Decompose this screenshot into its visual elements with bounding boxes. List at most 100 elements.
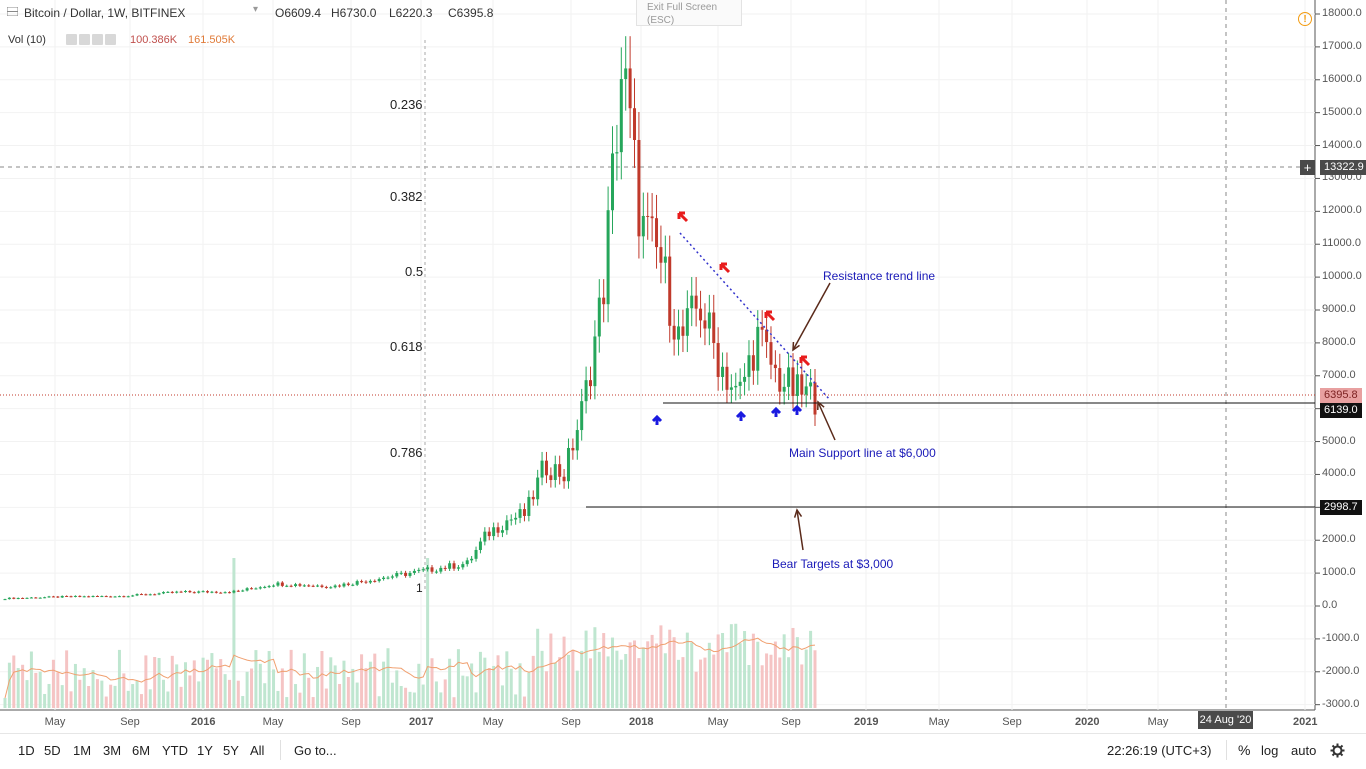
price-axis-label: -1000.0	[1322, 631, 1360, 644]
support-annotation[interactable]: Main Support line at $6,000	[789, 446, 936, 460]
settings-icon[interactable]	[79, 34, 90, 45]
candle-body	[25, 597, 29, 599]
volume-bar	[580, 650, 584, 708]
volume-bar	[399, 686, 403, 708]
symbol-title[interactable]: Bitcoin / Dollar, 1W, BITFINEX	[24, 6, 186, 20]
volume-bar	[646, 641, 650, 708]
volume-bar	[29, 651, 33, 708]
range-button-5d[interactable]: 5D	[44, 743, 61, 758]
range-button-3m[interactable]: 3M	[103, 743, 122, 758]
goto-button[interactable]: Go to...	[294, 743, 337, 758]
auto-toggle[interactable]: auto	[1291, 743, 1317, 758]
candle-body	[721, 366, 725, 377]
candle-body	[412, 570, 416, 573]
volume-bar	[571, 649, 575, 708]
candle-body	[3, 599, 7, 601]
menu-icon[interactable]	[7, 7, 18, 16]
volume-bar	[562, 636, 566, 708]
volume-bar	[655, 643, 659, 708]
candle-body	[716, 343, 720, 377]
volume-value: 100.386K	[130, 34, 178, 46]
volume-bar	[12, 655, 16, 708]
candle-body	[734, 385, 738, 388]
bear-target-annotation[interactable]: Bear Targets at $3,000	[772, 557, 894, 571]
candle-body	[747, 355, 751, 377]
candle-body	[461, 564, 465, 568]
candle-body	[95, 596, 99, 598]
candle-body	[170, 591, 174, 593]
range-button-5y[interactable]: 5Y	[223, 743, 239, 758]
fib-level-0618: 0.618	[390, 339, 423, 354]
volume-bar	[206, 659, 209, 708]
price-axis-label: 11000.0	[1322, 237, 1361, 250]
volume-bar	[232, 558, 236, 708]
candle-body	[584, 380, 588, 402]
range-button-all[interactable]: All	[250, 743, 265, 758]
price-axis-label: 7000.0	[1322, 368, 1356, 381]
candle-body	[505, 520, 509, 531]
percent-toggle[interactable]: %	[1238, 742, 1251, 758]
candle-body	[355, 581, 359, 585]
volume-bar	[16, 668, 20, 708]
volume-bar	[456, 649, 460, 708]
volume-bar	[628, 642, 632, 708]
volume-bar	[672, 637, 676, 708]
exit-fullscreen-button[interactable]: Exit Full Screen (ESC)	[636, 0, 742, 26]
support-touch-marker	[791, 404, 803, 415]
support-touch-marker	[735, 410, 747, 421]
range-button-6m[interactable]: 6M	[132, 743, 151, 758]
plus-icon[interactable]: +	[1300, 160, 1315, 175]
volume-bar	[51, 659, 55, 708]
volume-bar	[743, 631, 747, 708]
range-button-1y[interactable]: 1Y	[197, 743, 213, 758]
gear-icon[interactable]	[1330, 743, 1345, 758]
candle-body	[175, 591, 179, 593]
candle-body	[703, 320, 707, 329]
range-button-1d[interactable]: 1D	[18, 743, 35, 758]
candle-body	[655, 218, 659, 248]
more-icon[interactable]	[92, 34, 103, 45]
last-price-tag: 6395.8	[1320, 388, 1362, 403]
volume-controls[interactable]	[66, 34, 118, 48]
eye-icon[interactable]	[66, 34, 77, 45]
candle-body	[153, 594, 157, 596]
divider	[1226, 740, 1227, 760]
range-button-1m[interactable]: 1M	[73, 743, 92, 758]
volume-bar	[536, 628, 540, 708]
volume-bar	[56, 672, 60, 708]
candle-body	[641, 215, 645, 237]
chart-grid	[0, 0, 1320, 711]
volume-bar	[139, 694, 143, 708]
time-axis-label: May	[707, 716, 729, 728]
volume-bar	[104, 696, 108, 708]
candle-body	[87, 596, 91, 598]
resistance-pointer-arrow	[792, 282, 831, 351]
volume-bar	[179, 686, 183, 708]
candle-body	[500, 530, 504, 533]
candle-body	[329, 587, 333, 589]
price-axis-label: -3000.0	[1322, 697, 1360, 710]
candle-body	[364, 581, 368, 583]
candle-body	[16, 597, 20, 599]
resistance-annotation[interactable]: Resistance trend line	[823, 269, 936, 283]
alert-icon[interactable]: !	[1298, 12, 1312, 26]
volume-bar	[677, 659, 681, 708]
candle-body	[188, 591, 192, 593]
candle-body	[382, 577, 386, 579]
volume-bar	[113, 685, 117, 708]
open-value: O6609.4	[275, 6, 322, 20]
candle-body	[307, 585, 311, 587]
candle-body	[765, 329, 769, 343]
volume-bar	[804, 649, 808, 708]
divider	[280, 740, 281, 760]
volume-bar	[298, 692, 302, 708]
chevron-down-icon[interactable]: ▾	[253, 4, 259, 15]
log-toggle[interactable]: log	[1261, 743, 1279, 758]
candle-body	[201, 591, 205, 593]
volume-bar	[183, 662, 187, 708]
volume-bar	[197, 681, 201, 708]
price-axis-label: 14000.0	[1322, 138, 1362, 151]
range-button-ytd[interactable]: YTD	[162, 743, 188, 758]
close-icon[interactable]	[105, 34, 116, 45]
